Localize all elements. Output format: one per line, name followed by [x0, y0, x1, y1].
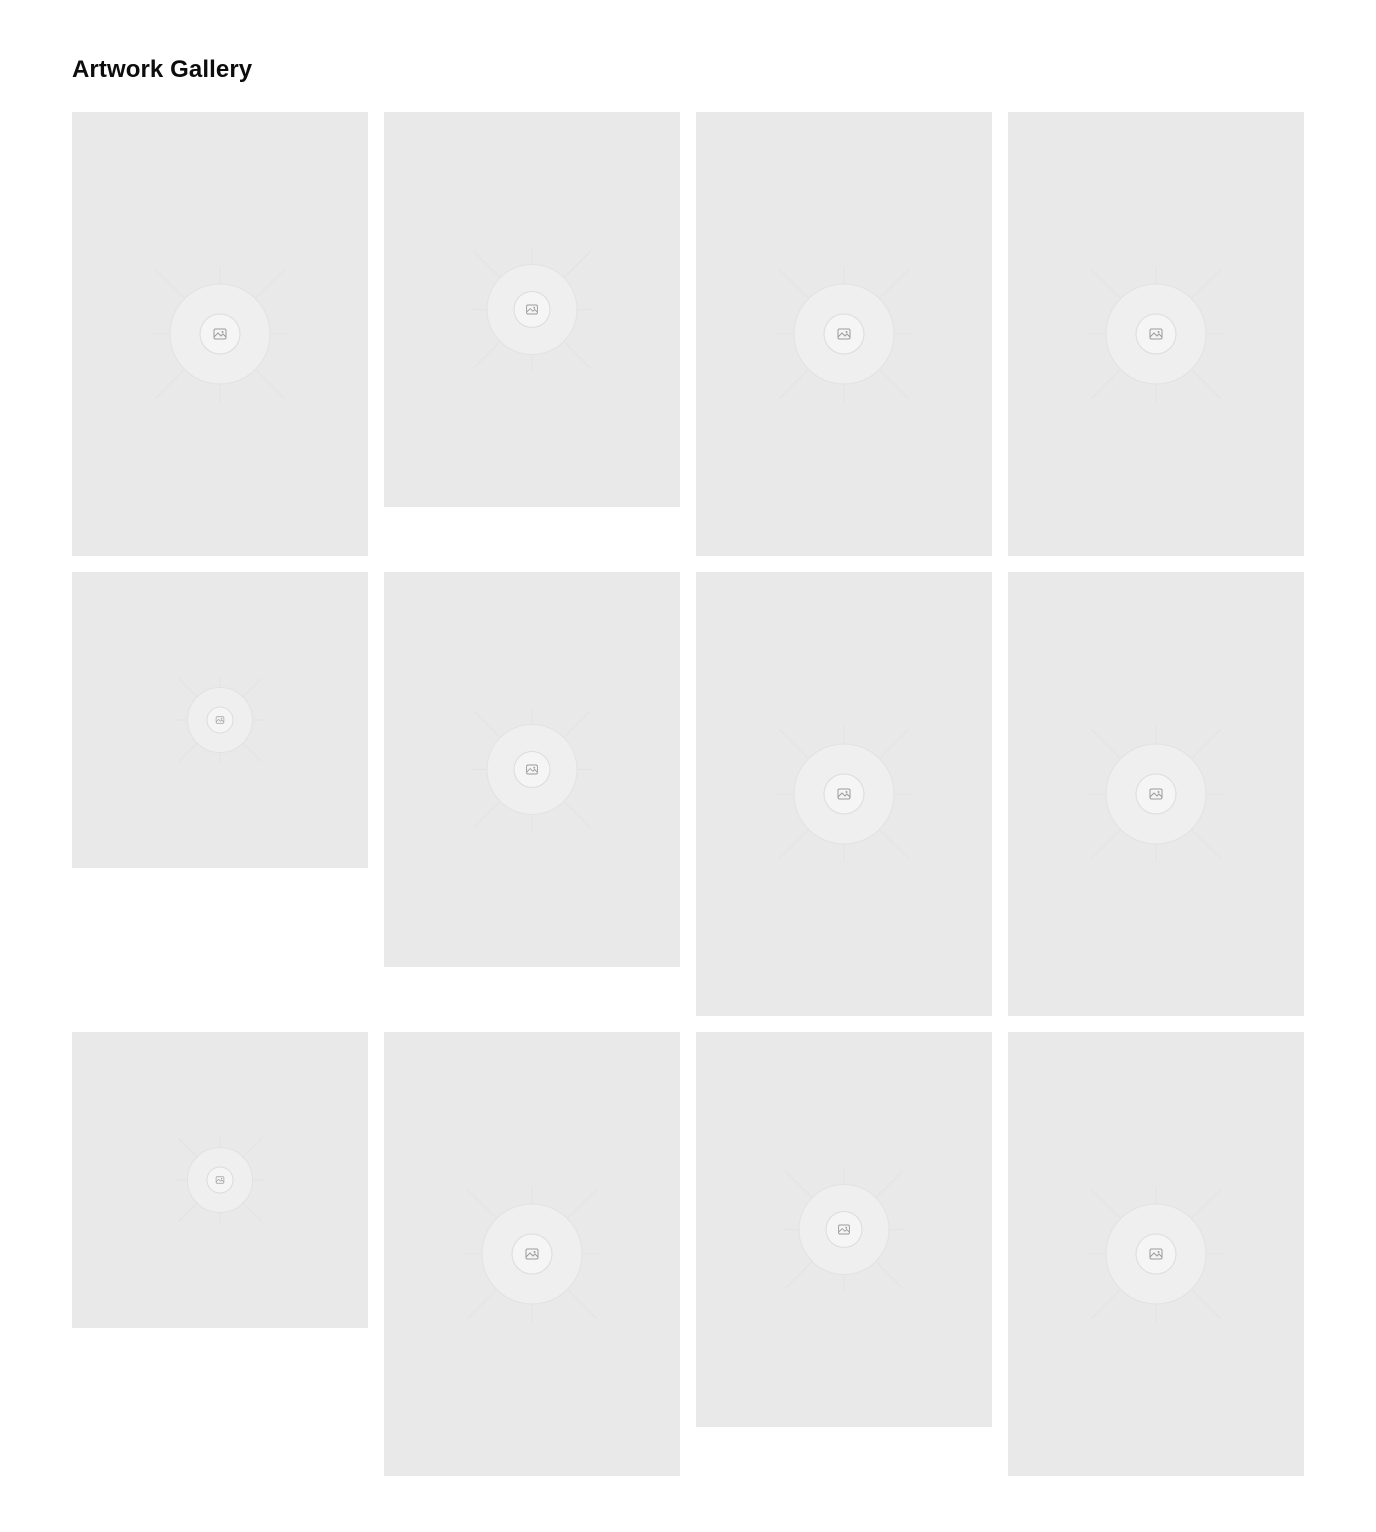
- image-placeholder-icon: [470, 708, 594, 831]
- image-placeholder-icon: [464, 1186, 600, 1322]
- image-placeholder-icon: [776, 266, 912, 402]
- image-placeholder-icon: [175, 675, 265, 765]
- artwork-tile[interactable]: [696, 1032, 992, 1427]
- image-placeholder-icon: [175, 1135, 265, 1225]
- image-placeholder-icon: [1088, 1186, 1224, 1322]
- artwork-tile[interactable]: [1008, 572, 1304, 1016]
- artwork-tile[interactable]: [1008, 112, 1304, 556]
- image-placeholder-icon: [152, 266, 288, 402]
- artwork-tile[interactable]: [384, 112, 680, 507]
- artwork-tile[interactable]: [696, 572, 992, 1016]
- image-placeholder-icon: [1088, 266, 1224, 402]
- image-placeholder-icon: [470, 248, 594, 371]
- page-title: Artwork Gallery: [72, 56, 253, 83]
- image-placeholder-icon: [1088, 726, 1224, 862]
- artwork-tile[interactable]: [72, 1032, 368, 1328]
- artwork-gallery-grid: [72, 112, 1304, 1476]
- image-placeholder-icon: [776, 726, 912, 862]
- artwork-tile[interactable]: [384, 1032, 680, 1476]
- artwork-tile[interactable]: [72, 112, 368, 556]
- artwork-tile[interactable]: [1008, 1032, 1304, 1476]
- artwork-tile[interactable]: [696, 112, 992, 556]
- artwork-tile[interactable]: [384, 572, 680, 967]
- artwork-tile[interactable]: [72, 572, 368, 868]
- image-placeholder-icon: [782, 1168, 906, 1291]
